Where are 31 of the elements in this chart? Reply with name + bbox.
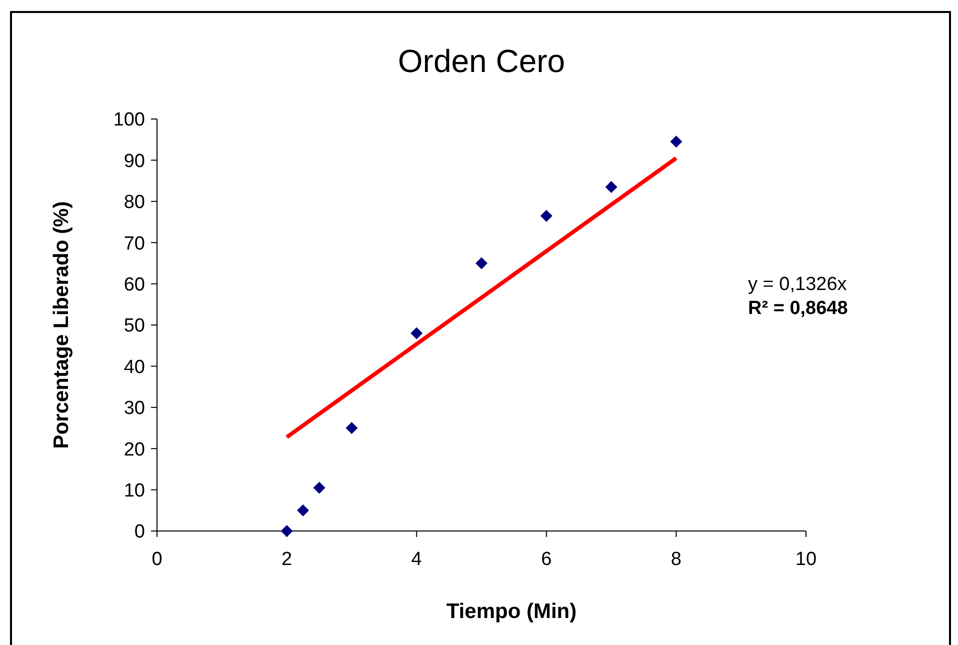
y-tick-label: 20 (124, 439, 145, 460)
x-tick-label: 8 (670, 549, 682, 570)
y-tick-label: 0 (134, 522, 145, 543)
y-tick-label: 80 (124, 192, 145, 214)
y-tick-label: 10 (124, 480, 145, 502)
point (476, 257, 488, 270)
point (540, 210, 552, 222)
y-tick-label: 40 (124, 356, 145, 378)
x-tick-label: 0 (152, 549, 162, 570)
y-tick-label: 30 (124, 398, 145, 420)
chart-title: Orden Cero (398, 43, 566, 79)
x-tick-label: 6 (541, 549, 552, 570)
point (280, 525, 293, 537)
annotation: y = 0,1326x (748, 274, 848, 295)
annotation: R² = 0,8648 (748, 298, 848, 319)
x-tick-label: 10 (795, 549, 817, 570)
y-tick-label: 60 (124, 274, 145, 296)
point (346, 422, 358, 434)
y-tick-label: 70 (124, 233, 145, 254)
y-tick-label: 50 (124, 316, 145, 337)
x-axis-title: Tiempo (Min) (446, 600, 577, 623)
x-tick-label: 4 (411, 549, 422, 570)
y-tick-label: 90 (124, 150, 145, 172)
y-tick-label: 100 (113, 110, 145, 131)
y-axis-title: Porcentage Liberado (%) (50, 201, 73, 449)
point (605, 180, 618, 193)
point (670, 136, 682, 148)
x-tick-label: 2 (282, 549, 292, 570)
point (313, 482, 326, 494)
point (410, 327, 423, 340)
point (297, 504, 310, 516)
